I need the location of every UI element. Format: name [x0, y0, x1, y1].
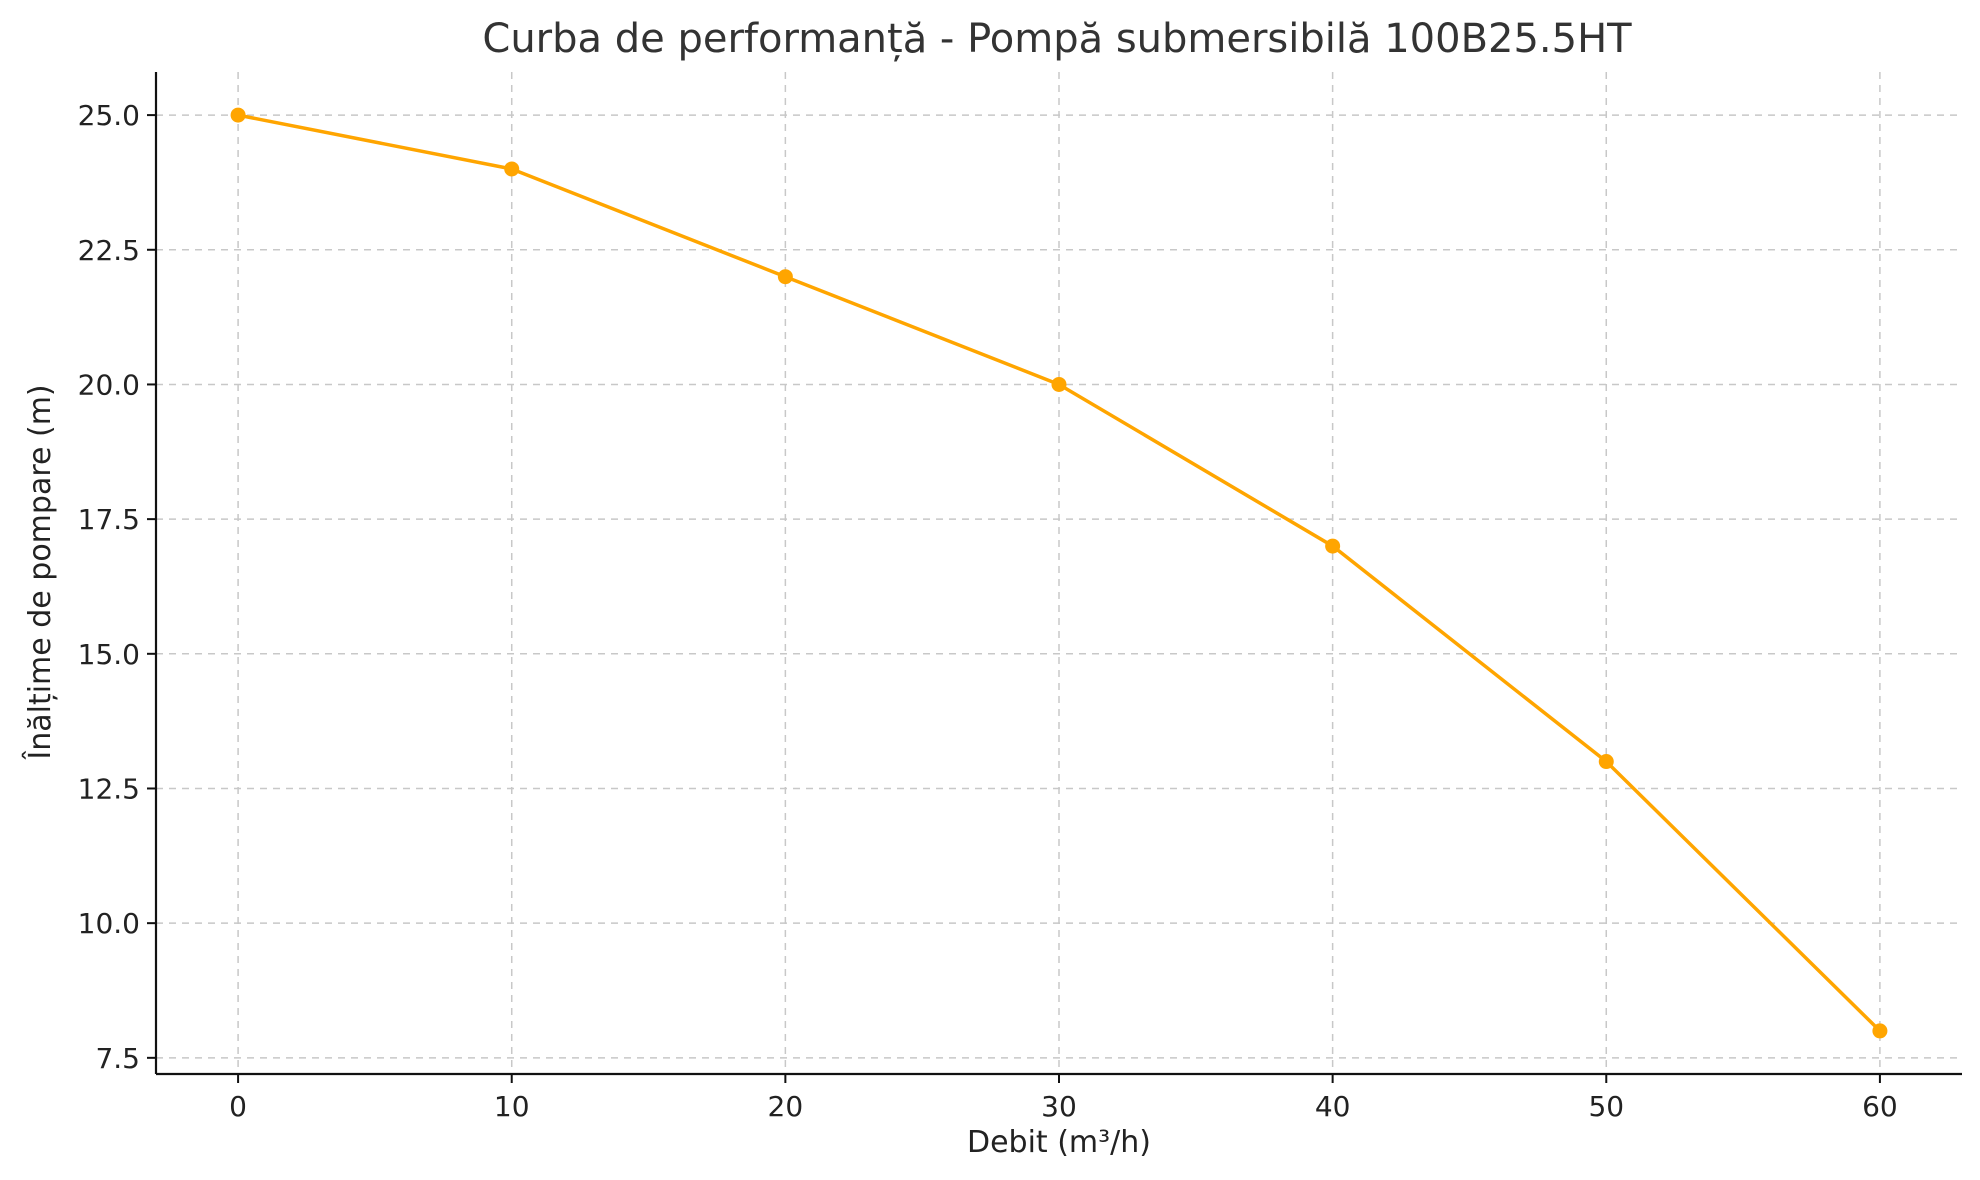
y-tick-label: 17.5	[78, 503, 140, 536]
x-tick-label: 40	[1315, 1090, 1351, 1123]
y-tick-label: 25.0	[78, 99, 140, 132]
x-axis-ticks: 0 10 20 30 40 50 60	[229, 1074, 1898, 1123]
y-axis-label: Înălțime de pompare (m)	[22, 384, 58, 760]
data-point	[777, 269, 793, 285]
x-tick-label: 10	[494, 1090, 530, 1123]
data-point	[230, 107, 246, 123]
chart-title: Curba de performanță - Pompă submersibil…	[482, 16, 1632, 62]
x-tick-label: 50	[1588, 1090, 1624, 1123]
y-tick-label: 22.5	[78, 234, 140, 267]
x-axis-label: Debit (m³/h)	[967, 1125, 1151, 1160]
y-tick-label: 12.5	[78, 772, 140, 805]
data-point	[1051, 376, 1067, 392]
grid	[156, 72, 1962, 1074]
data-point	[504, 161, 520, 177]
x-tick-label: 60	[1862, 1090, 1898, 1123]
data-point	[1598, 754, 1614, 770]
data-series	[230, 107, 1888, 1039]
x-tick-label: 0	[229, 1090, 247, 1123]
y-tick-label: 15.0	[78, 638, 140, 671]
y-tick-label: 7.5	[95, 1042, 140, 1075]
x-tick-label: 20	[768, 1090, 804, 1123]
data-point	[1325, 538, 1341, 554]
y-tick-label: 10.0	[78, 907, 140, 940]
y-axis-ticks: 7.5 10.0 12.5 15.0 17.5 20.0 22.5 25.0	[78, 99, 156, 1075]
data-point	[1872, 1023, 1888, 1039]
y-tick-label: 20.0	[78, 368, 140, 401]
x-tick-label: 30	[1041, 1090, 1077, 1123]
